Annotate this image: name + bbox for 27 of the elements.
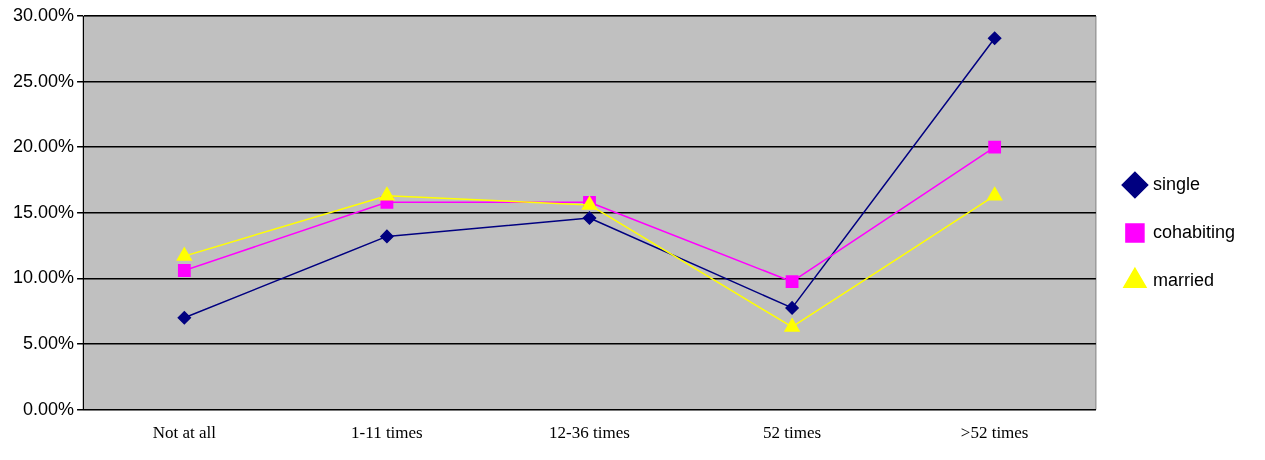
x-tick-label: 52 times — [763, 423, 822, 443]
y-tick-label: 5.00% — [23, 332, 75, 353]
point — [379, 186, 395, 201]
point — [176, 247, 193, 261]
y-tick-label: 30.00% — [12, 4, 75, 25]
legend-label: single — [1152, 173, 1200, 194]
point — [987, 31, 1002, 46]
point — [988, 140, 1002, 154]
point — [986, 186, 1003, 201]
point — [177, 311, 192, 325]
point — [785, 301, 799, 315]
y-tick-label: 10.00% — [12, 267, 75, 288]
x-tick-label: >52 times — [960, 423, 1029, 443]
x-tick-label: 1-11 times — [351, 423, 423, 443]
y-tick-label: 25.00% — [12, 70, 75, 91]
y-tick-label: 20.00% — [12, 136, 75, 157]
point — [380, 229, 394, 244]
legend-label: cohabiting — [1152, 221, 1236, 242]
y-tick-label: 15.00% — [12, 201, 75, 222]
point — [784, 318, 800, 332]
legend-label: married — [1152, 269, 1214, 290]
x-tick-label: Not at all — [152, 423, 217, 443]
point — [785, 275, 799, 289]
point — [582, 211, 597, 225]
x-tick-label: 12-36 times — [549, 423, 630, 443]
y-tick-label: 0.00% — [23, 398, 75, 419]
point — [177, 264, 191, 277]
